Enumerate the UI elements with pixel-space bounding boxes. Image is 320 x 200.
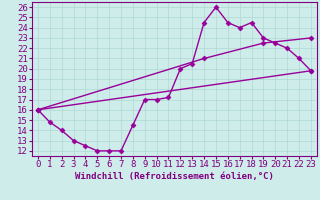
X-axis label: Windchill (Refroidissement éolien,°C): Windchill (Refroidissement éolien,°C): [75, 172, 274, 181]
